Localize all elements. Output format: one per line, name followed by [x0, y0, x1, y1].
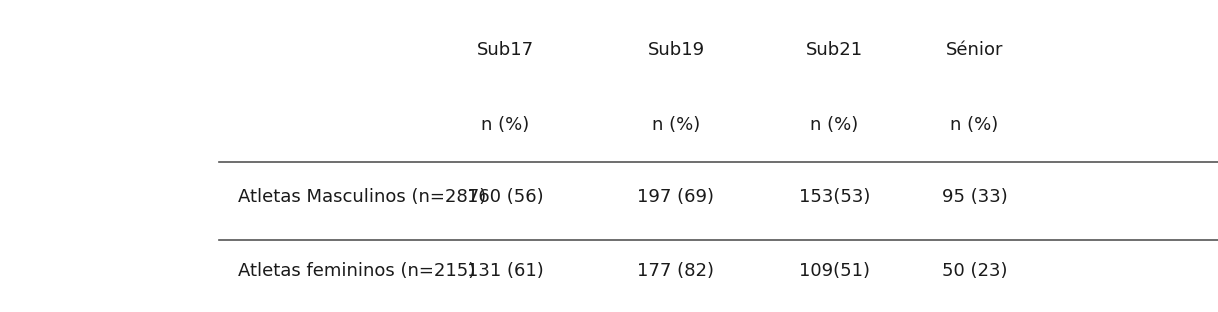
Text: Sub19: Sub19	[648, 41, 704, 59]
Text: 131 (61): 131 (61)	[466, 262, 544, 280]
Text: n (%): n (%)	[810, 116, 859, 134]
Text: Sub21: Sub21	[806, 41, 862, 59]
Text: 109(51): 109(51)	[799, 262, 870, 280]
Text: 177 (82): 177 (82)	[637, 262, 715, 280]
Text: 153(53): 153(53)	[799, 188, 870, 206]
Text: Sub17: Sub17	[477, 41, 533, 59]
Text: n (%): n (%)	[652, 116, 700, 134]
Text: 95 (33): 95 (33)	[942, 188, 1007, 206]
Text: Sénior: Sénior	[945, 41, 1004, 59]
Text: Atletas femininos (n=215): Atletas femininos (n=215)	[238, 262, 475, 280]
Text: n (%): n (%)	[481, 116, 530, 134]
Text: n (%): n (%)	[950, 116, 999, 134]
Text: 160 (56): 160 (56)	[468, 188, 543, 206]
Text: 50 (23): 50 (23)	[942, 262, 1007, 280]
Text: 197 (69): 197 (69)	[637, 188, 715, 206]
Text: Atletas Masculinos (n=287): Atletas Masculinos (n=287)	[238, 188, 486, 206]
